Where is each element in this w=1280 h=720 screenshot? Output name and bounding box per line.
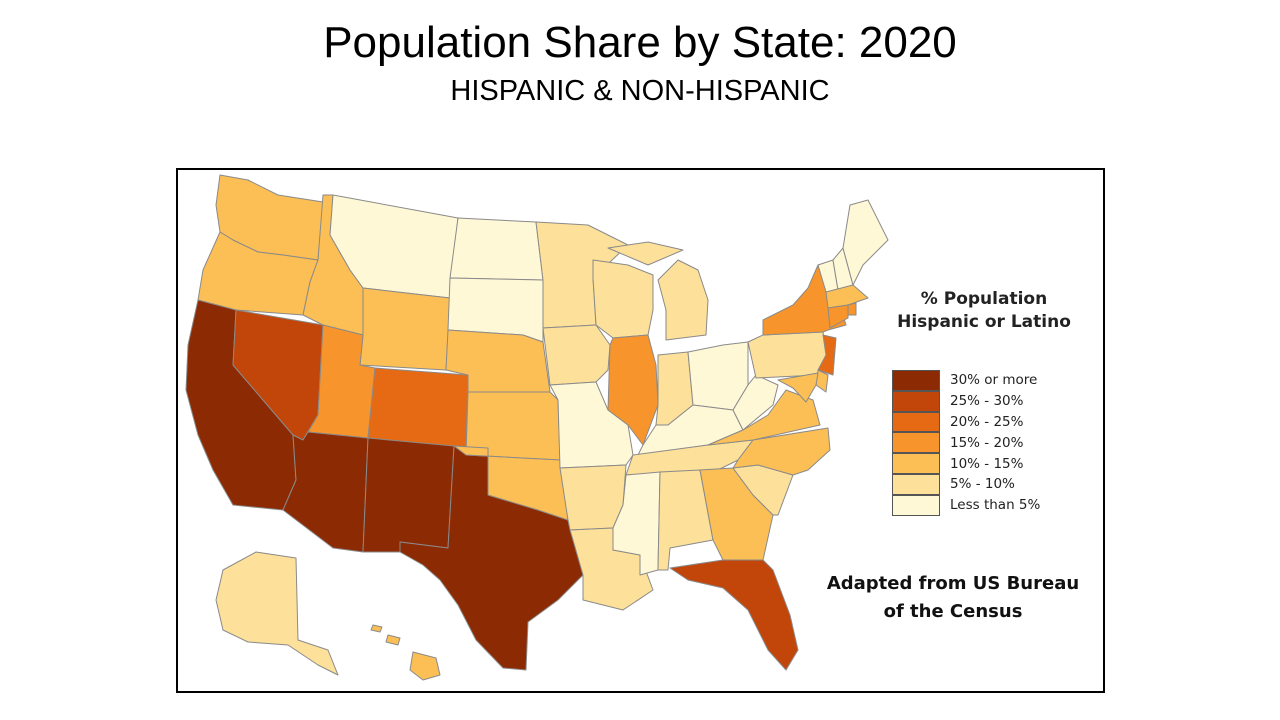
state-nj[interactable] [817, 334, 837, 376]
state-wy[interactable] [359, 287, 451, 371]
legend-swatch [892, 494, 940, 516]
legend-swatch [892, 432, 940, 454]
legend-item: 5% - 10% [892, 473, 1040, 495]
state-mi[interactable] [607, 241, 709, 341]
state-ct[interactable] [827, 304, 849, 329]
state-ak[interactable] [215, 551, 339, 676]
legend-item: 20% - 25% [892, 411, 1040, 433]
legend-swatch [892, 453, 940, 474]
state-ri[interactable] [847, 302, 857, 316]
legend-label: 5% - 10% [950, 476, 1015, 493]
legend-label: 15% - 20% [950, 434, 1024, 451]
state-ia[interactable] [542, 324, 611, 386]
source-note: Adapted from US Bureau of the Census [826, 573, 1080, 622]
state-nc[interactable] [732, 427, 831, 476]
legend-item: 30% or more [892, 370, 1040, 391]
legend-label: Less than 5% [950, 497, 1041, 514]
state-hi[interactable] [370, 624, 441, 681]
state-md[interactable] [777, 372, 819, 403]
legend-title: % Population Hispanic or Latino [897, 289, 1071, 332]
state-nd[interactable] [449, 217, 544, 281]
state-me[interactable] [842, 199, 889, 286]
state-az[interactable] [282, 431, 369, 553]
page-title: Population Share by State: 2020 [323, 18, 957, 67]
legend-item: 25% - 30% [892, 390, 1040, 412]
legend-label: 20% - 25% [950, 413, 1024, 430]
legend-item: 10% - 15% [892, 453, 1040, 474]
legend: 30% or more 25% - 30% 20% - 25% 15% - 20% 10… [892, 370, 1040, 516]
legend-item: Less than 5% [892, 494, 1041, 516]
state-ma[interactable] [825, 284, 869, 309]
legend-swatch [892, 370, 940, 391]
state-pa[interactable] [747, 331, 829, 379]
page-subtitle: HISPANIC & NON-HISPANIC [450, 75, 830, 107]
state-wi[interactable] [592, 259, 654, 339]
legend-label: 10% - 15% [950, 455, 1024, 472]
legend-swatch [892, 473, 940, 495]
state-wv[interactable] [732, 374, 779, 431]
legend-swatch [892, 390, 940, 412]
state-ok[interactable] [453, 445, 569, 521]
us-states-map [185, 174, 889, 681]
state-fl[interactable] [669, 559, 799, 671]
state-nm[interactable] [362, 437, 455, 553]
legend-label: 30% or more [950, 372, 1038, 389]
map-frame: % Population Hispanic or Latino 30% or m… [176, 168, 1105, 693]
state-co[interactable] [367, 367, 469, 449]
legend-item: 15% - 20% [892, 432, 1040, 454]
legend-label: 25% - 30% [950, 393, 1024, 410]
legend-swatch [892, 411, 940, 433]
